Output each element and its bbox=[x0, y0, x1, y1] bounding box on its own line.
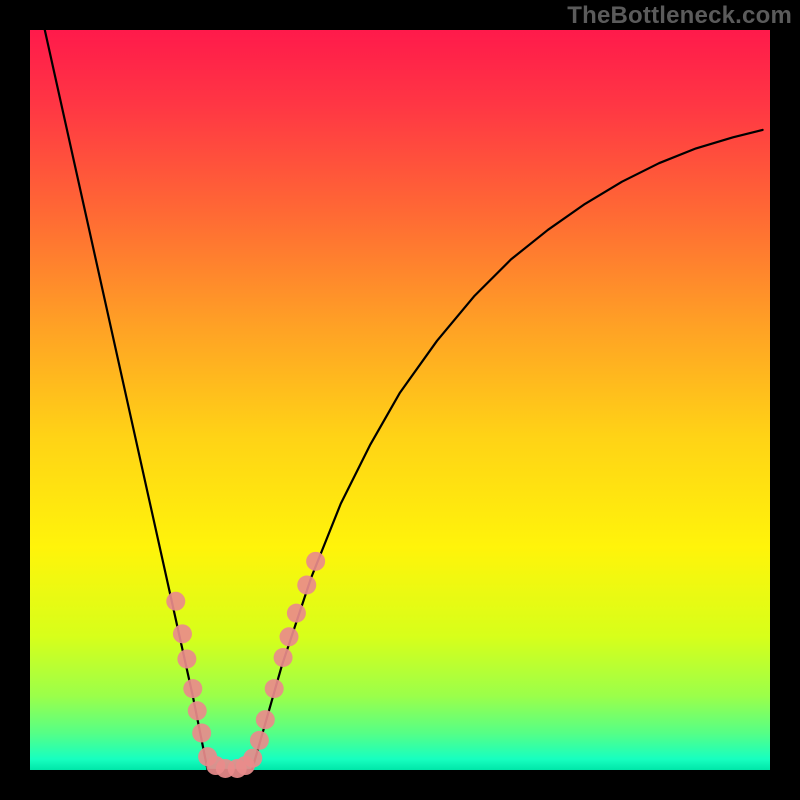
marker-dot bbox=[274, 648, 293, 667]
marker-dot bbox=[183, 679, 202, 698]
marker-dot bbox=[166, 592, 185, 611]
chart-stage: TheBottleneck.com bbox=[0, 0, 800, 800]
marker-dot bbox=[265, 679, 284, 698]
plot-background bbox=[30, 30, 770, 770]
marker-dot bbox=[256, 710, 275, 729]
marker-dot bbox=[243, 749, 262, 768]
watermark-text: TheBottleneck.com bbox=[567, 2, 792, 30]
marker-dot bbox=[297, 576, 316, 595]
marker-dot bbox=[192, 724, 211, 743]
marker-dot bbox=[287, 604, 306, 623]
marker-dot bbox=[306, 552, 325, 571]
marker-dot bbox=[177, 650, 196, 669]
marker-dot bbox=[188, 701, 207, 720]
marker-dot bbox=[173, 624, 192, 643]
marker-dot bbox=[280, 627, 299, 646]
chart-svg bbox=[0, 0, 800, 800]
marker-dot bbox=[250, 731, 269, 750]
